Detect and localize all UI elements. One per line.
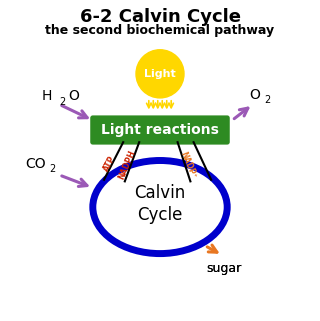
Text: 2: 2 xyxy=(59,97,66,107)
Text: NADPH: NADPH xyxy=(117,149,138,181)
Text: H: H xyxy=(42,89,52,103)
Text: the second biochemical pathway: the second biochemical pathway xyxy=(45,24,275,37)
FancyBboxPatch shape xyxy=(90,116,230,144)
Text: 2: 2 xyxy=(264,95,270,106)
Text: CO: CO xyxy=(26,157,46,171)
Circle shape xyxy=(136,50,184,98)
Text: sugar: sugar xyxy=(206,262,242,274)
Text: Light reactions: Light reactions xyxy=(101,123,219,137)
Text: Light: Light xyxy=(144,69,176,79)
Text: sugar: sugar xyxy=(206,262,242,274)
Text: 2: 2 xyxy=(50,164,56,175)
Text: NADP⁺: NADP⁺ xyxy=(179,150,198,180)
Text: ATP: ATP xyxy=(102,155,117,173)
Text: 6-2 Calvin Cycle: 6-2 Calvin Cycle xyxy=(79,8,241,26)
Text: O: O xyxy=(250,88,260,102)
Text: Calvin
Cycle: Calvin Cycle xyxy=(134,184,186,224)
Text: O: O xyxy=(68,89,79,103)
